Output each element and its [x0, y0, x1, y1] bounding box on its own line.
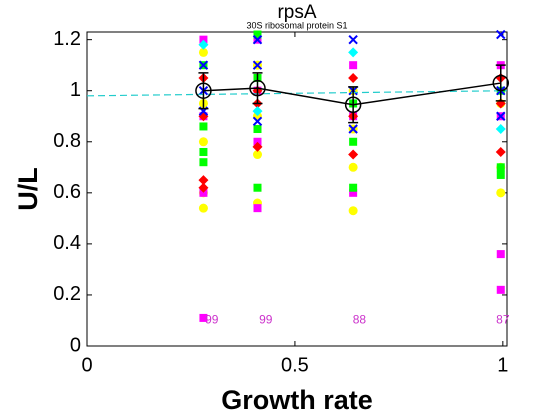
point — [198, 175, 209, 186]
point — [348, 47, 359, 58]
error-bar — [348, 86, 359, 124]
point — [252, 116, 263, 127]
x-axis-label: Growth rate — [221, 385, 373, 415]
point — [496, 111, 506, 121]
mean-point — [344, 96, 362, 114]
count-label: 88 — [353, 313, 367, 327]
point — [198, 182, 209, 193]
error-bar — [198, 72, 209, 110]
y-tick-label: 1 — [70, 79, 81, 101]
point — [349, 137, 358, 146]
point — [198, 47, 208, 57]
point — [495, 124, 506, 135]
chart-subtitle: 30S ribosomal protein S1 — [246, 20, 347, 30]
plot-area — [86, 31, 508, 347]
y-tick-label: 0.4 — [53, 232, 81, 254]
x-tick-label: 1 — [497, 354, 508, 376]
point — [495, 146, 506, 157]
point — [199, 188, 208, 197]
point — [496, 188, 506, 198]
point — [253, 137, 262, 146]
y-axis-label: U/L — [13, 167, 43, 211]
point — [348, 72, 359, 83]
point — [349, 61, 358, 70]
count-label: 99 — [259, 313, 273, 327]
x-tick-label: 0.5 — [281, 354, 309, 376]
point — [253, 30, 262, 39]
count-label: 87 — [496, 313, 510, 327]
point — [349, 188, 358, 197]
point — [253, 183, 262, 192]
point — [253, 204, 262, 213]
point — [252, 60, 263, 70]
point — [253, 125, 262, 134]
error-bar — [252, 72, 263, 105]
point — [199, 158, 208, 167]
chart-title: rpsA — [277, 2, 316, 23]
point — [348, 124, 358, 134]
point — [349, 183, 358, 192]
count-label: 99 — [205, 313, 219, 327]
point — [252, 34, 263, 45]
point — [198, 137, 208, 147]
point — [252, 106, 263, 117]
point — [496, 163, 505, 172]
y-tick-label: 0 — [70, 334, 81, 356]
mean-point — [249, 79, 266, 97]
point — [199, 122, 208, 131]
point — [348, 206, 358, 216]
y-tick-label: 1.2 — [53, 28, 81, 50]
mean-line — [203, 82, 501, 106]
point — [252, 150, 262, 160]
y-tick-label: 0.6 — [53, 181, 81, 203]
mean-point — [492, 74, 510, 92]
point — [199, 313, 208, 322]
y-tick-label: 0.2 — [53, 283, 81, 305]
point — [496, 285, 505, 294]
point — [496, 29, 506, 40]
mean-point — [195, 82, 212, 99]
fit-line — [86, 90, 508, 97]
error-bar — [495, 64, 506, 102]
point — [198, 203, 208, 213]
point — [348, 162, 358, 172]
point — [199, 147, 208, 156]
point — [199, 35, 208, 44]
point — [198, 60, 209, 70]
point — [496, 250, 505, 259]
point — [496, 170, 505, 179]
point — [348, 149, 359, 160]
point — [198, 39, 209, 50]
point — [348, 34, 358, 45]
y-tick-label: 0.8 — [53, 130, 81, 152]
x-tick-label: 0 — [81, 354, 92, 376]
point — [252, 141, 263, 152]
